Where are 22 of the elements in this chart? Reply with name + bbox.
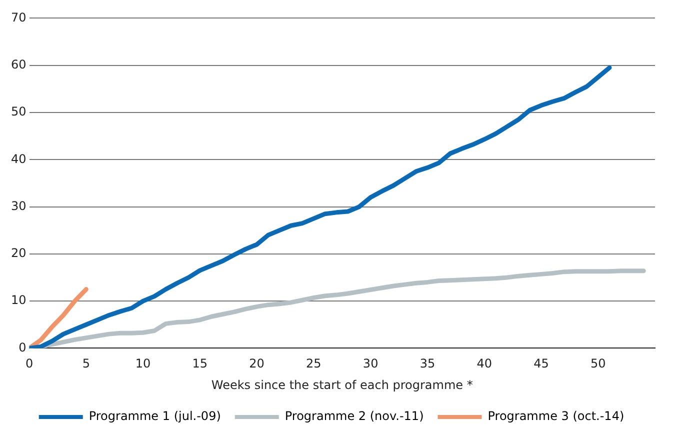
x-tick-label: 45 xyxy=(534,356,549,371)
y-tick-label: 10 xyxy=(10,293,26,308)
x-tick-label: 30 xyxy=(362,356,378,371)
x-axis-title: Weeks since the start of each programme * xyxy=(211,378,473,392)
y-tick-label: 70 xyxy=(10,10,26,24)
x-tick-label: 20 xyxy=(249,356,264,371)
y-tick-label: 40 xyxy=(10,152,26,166)
y-tick-label: 0 xyxy=(18,340,26,354)
legend-label: Programme 2 (nov.-11) xyxy=(284,409,424,424)
x-tick-label: 50 xyxy=(590,356,606,371)
legend-label: Programme 1 (jul.-09) xyxy=(88,409,221,424)
y-tick-label: 30 xyxy=(10,198,26,213)
x-tick-label: 25 xyxy=(306,356,322,371)
x-tick-label: 10 xyxy=(135,356,151,371)
x-tick-label: 5 xyxy=(82,356,90,371)
y-tick-label: 60 xyxy=(10,57,26,72)
legend-label: Programme 3 (oct.-14) xyxy=(488,409,624,424)
x-tick-label: 40 xyxy=(476,356,492,371)
x-tick-label: 15 xyxy=(192,356,208,371)
y-tick-label: 50 xyxy=(10,104,26,119)
x-tick-label: 35 xyxy=(420,356,436,371)
y-tick-label: 20 xyxy=(10,246,26,260)
